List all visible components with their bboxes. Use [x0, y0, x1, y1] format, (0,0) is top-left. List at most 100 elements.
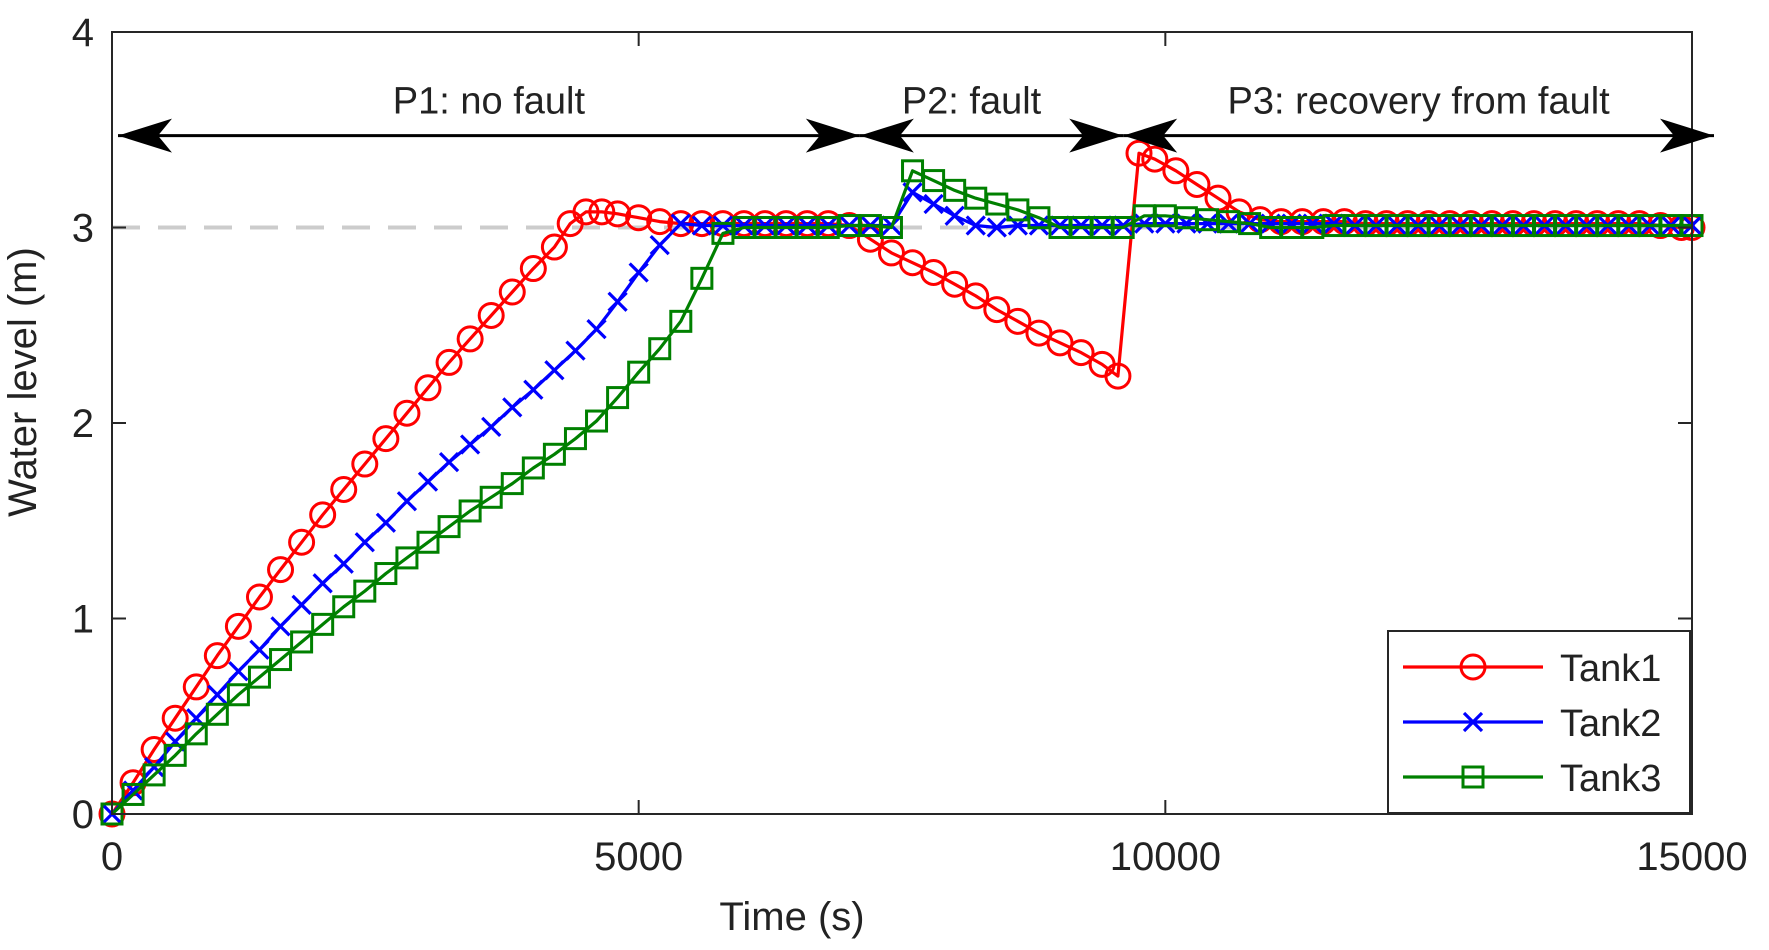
data-point-tank3-22 — [563, 427, 587, 451]
phase-label: P2: fault — [902, 81, 1042, 123]
data-point-tank2-31 — [754, 215, 776, 236]
data-point-tank1-42 — [962, 282, 990, 310]
phase-arrow-head-left — [118, 118, 172, 153]
data-point-tank2-24 — [607, 291, 628, 312]
legend-marker-tank3 — [1461, 765, 1485, 789]
legend-marker-tank2 — [1462, 711, 1484, 733]
y-tick-label: 1 — [72, 598, 94, 642]
data-point-tank3-21 — [542, 442, 566, 466]
data-point-tank2-6 — [228, 661, 249, 682]
data-point-tank1-26 — [625, 204, 653, 232]
data-point-tank2-16 — [438, 451, 460, 473]
data-point-tank3-19 — [500, 472, 524, 496]
y-tick-label: 4 — [72, 11, 94, 55]
series-tank3 — [100, 159, 1704, 826]
data-point-tank1-16 — [435, 348, 463, 376]
data-point-tank2-42 — [986, 217, 1007, 238]
data-point-tank2-26 — [649, 234, 670, 256]
data-point-tank1-15 — [414, 374, 442, 402]
data-point-tank3-1 — [121, 782, 145, 806]
data-point-tank2-23 — [586, 319, 607, 340]
data-point-tank1-27 — [646, 208, 674, 236]
data-point-tank2-25 — [628, 262, 649, 283]
x-tick-label: 0 — [101, 835, 123, 879]
data-point-tank1-21 — [540, 233, 568, 261]
data-point-tank3-28 — [690, 266, 714, 290]
data-point-tank2-34 — [818, 215, 839, 236]
data-point-tank3-8 — [269, 648, 293, 672]
data-point-tank2-30 — [733, 215, 755, 236]
data-point-tank2-48 — [1113, 215, 1134, 236]
y-tick-label: 3 — [72, 207, 94, 251]
data-point-tank1-51 — [1141, 145, 1169, 173]
data-point-tank2-22 — [565, 340, 586, 361]
data-point-tank1-18 — [477, 301, 505, 329]
data-point-tank1-10 — [309, 501, 337, 529]
data-point-tank2-14 — [396, 491, 418, 512]
data-point-tank2-58 — [1323, 213, 1345, 234]
data-point-tank1-6 — [224, 612, 252, 640]
data-point-tank3-23 — [585, 409, 609, 433]
data-point-tank2-46 — [1070, 215, 1092, 236]
data-point-tank2-9 — [291, 594, 312, 615]
data-point-tank1-50 — [1125, 139, 1153, 167]
data-point-tank3-17 — [458, 499, 482, 523]
data-point-tank2-32 — [776, 215, 797, 236]
data-point-tank2-21 — [544, 360, 565, 381]
data-point-tank1-41 — [941, 270, 969, 298]
legend-label-tank2: Tank2 — [1560, 703, 1661, 745]
data-point-tank2-28 — [691, 215, 712, 236]
data-point-tank3-5 — [205, 702, 229, 726]
data-point-tank2-17 — [460, 434, 481, 455]
data-point-tank2-2 — [144, 756, 165, 778]
data-point-tank1-25 — [604, 200, 632, 228]
data-point-tank3-4 — [184, 722, 208, 746]
phase-arrow-head-right — [1069, 118, 1124, 153]
data-point-tank1-24 — [588, 198, 616, 226]
data-point-tank1-52 — [1162, 157, 1190, 185]
data-point-tank3-2 — [142, 763, 166, 787]
x-axis-label: Time (s) — [719, 895, 864, 939]
data-point-tank3-18 — [479, 485, 503, 509]
data-point-tank2-47 — [1091, 215, 1113, 236]
series-layer — [98, 139, 1706, 828]
legend: Tank1 Tank2 Tank3 — [1387, 630, 1691, 814]
phase-arrow-head-left — [1123, 118, 1178, 153]
phase-annotations: P1: no fault P2: fault P3: recovery from f… — [118, 81, 1714, 153]
data-point-tank2-45 — [1049, 215, 1071, 236]
data-point-tank2-8 — [270, 616, 291, 637]
data-point-tank3-25 — [627, 360, 651, 384]
data-point-tank3-3 — [163, 743, 187, 767]
y-tick-label: 0 — [72, 793, 94, 837]
data-point-tank1-20 — [519, 255, 547, 283]
data-point-tank1-8 — [267, 556, 295, 584]
data-point-tank1-7 — [245, 583, 273, 611]
legend-label-tank1: Tank1 — [1560, 648, 1661, 690]
data-point-tank3-24 — [606, 386, 630, 410]
data-point-tank3-37 — [879, 216, 903, 239]
data-point-tank1-17 — [456, 325, 484, 353]
data-point-tank3-13 — [374, 562, 398, 586]
data-point-tank2-13 — [375, 512, 396, 533]
data-point-tank2-19 — [502, 397, 523, 418]
data-point-tank1-43 — [983, 296, 1011, 324]
data-point-tank3-7 — [247, 665, 271, 689]
data-point-tank1-11 — [330, 475, 358, 503]
data-point-tank1-49 — [1104, 362, 1132, 390]
data-point-tank1-13 — [372, 425, 400, 453]
data-point-tank1-5 — [203, 642, 231, 670]
data-point-tank3-48 — [1111, 216, 1135, 239]
data-point-tank1-40 — [920, 258, 948, 286]
data-point-tank3-10 — [311, 612, 335, 636]
y-axis-label: Water level (m) — [1, 247, 45, 517]
legend-marker-tank1 — [1459, 653, 1487, 681]
data-point-tank1-23 — [572, 198, 600, 226]
data-point-tank3-26 — [648, 337, 672, 361]
data-point-tank2-40 — [944, 205, 965, 226]
data-point-tank3-11 — [332, 595, 356, 619]
data-point-tank2-20 — [523, 379, 544, 400]
data-point-tank2-41 — [965, 215, 986, 236]
data-point-tank1-19 — [498, 278, 526, 306]
data-point-tank2-33 — [797, 215, 818, 236]
